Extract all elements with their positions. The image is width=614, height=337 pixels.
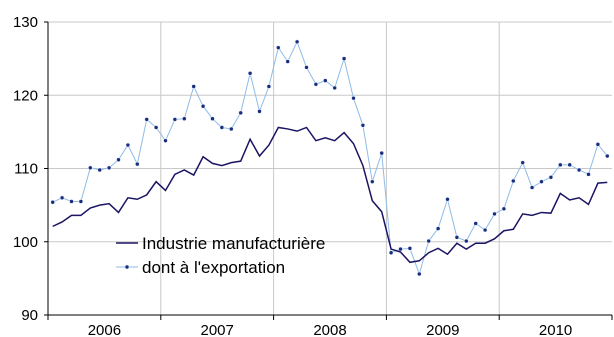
series-layer xyxy=(50,39,610,277)
data-point-exportation xyxy=(59,195,65,201)
data-point-exportation xyxy=(407,246,413,251)
data-point-exportation xyxy=(285,59,291,64)
data-point-exportation xyxy=(529,185,535,190)
x-tick-label-2007: 2007 xyxy=(201,322,234,337)
data-point-exportation xyxy=(379,150,385,156)
data-point-exportation xyxy=(88,165,93,171)
data-point-exportation xyxy=(247,70,253,76)
data-point-exportation xyxy=(360,122,366,128)
data-point-exportation xyxy=(210,116,215,121)
data-point-exportation xyxy=(604,153,610,159)
data-point-exportation xyxy=(576,167,582,173)
data-point-exportation xyxy=(135,161,140,167)
data-point-exportation xyxy=(332,85,338,91)
data-point-exportation xyxy=(266,84,272,89)
data-point-exportation xyxy=(313,81,319,87)
data-point-exportation xyxy=(463,238,469,244)
data-point-exportation xyxy=(369,179,375,184)
data-point-exportation xyxy=(520,160,526,165)
data-point-exportation xyxy=(473,221,479,226)
data-point-exportation xyxy=(294,39,300,45)
legend-label-industrie: Industrie manufacturière xyxy=(142,234,325,253)
data-point-exportation xyxy=(435,226,441,231)
y-tick-label-110: 110 xyxy=(14,161,38,178)
series-line-exportation xyxy=(52,40,608,276)
data-point-exportation xyxy=(426,238,432,244)
data-point-exportation xyxy=(191,84,196,89)
data-point-exportation xyxy=(586,172,591,177)
data-point-exportation xyxy=(219,125,225,130)
data-point-exportation xyxy=(238,110,243,116)
y-tick-label-120: 120 xyxy=(13,87,38,104)
data-point-exportation xyxy=(97,167,102,173)
data-point-exportation xyxy=(567,162,573,168)
data-point-exportation xyxy=(482,227,488,233)
x-tick-label-2009: 2009 xyxy=(426,322,459,337)
data-point-exportation xyxy=(322,78,328,83)
data-point-exportation xyxy=(416,271,422,277)
data-point-exportation xyxy=(116,157,121,163)
legend-label-exportation: dont à l'exportation xyxy=(142,258,285,277)
data-point-exportation xyxy=(153,125,159,130)
grid xyxy=(48,21,612,315)
data-point-exportation xyxy=(125,142,131,148)
axes: 90 100 110 120 130 2006 2007 2008 2009 2010 xyxy=(13,14,613,337)
data-point-exportation xyxy=(492,211,497,217)
y-tick-label-90: 90 xyxy=(21,307,38,324)
data-point-exportation xyxy=(182,116,187,121)
data-point-exportation xyxy=(106,165,112,171)
y-tick-label-130: 130 xyxy=(13,14,38,31)
data-point-exportation xyxy=(275,45,281,50)
data-point-exportation xyxy=(78,199,84,204)
series-line-industrie xyxy=(52,126,608,264)
x-tick-label-2008: 2008 xyxy=(313,322,346,337)
x-tick-label-2006: 2006 xyxy=(88,322,121,337)
data-point-exportation xyxy=(445,196,450,202)
data-point-exportation xyxy=(539,179,544,184)
data-point-exportation xyxy=(595,142,601,147)
data-point-exportation xyxy=(501,206,507,212)
data-point-exportation xyxy=(144,117,149,122)
data-point-exportation xyxy=(557,162,563,168)
data-point-exportation xyxy=(69,199,74,204)
data-point-exportation xyxy=(50,199,56,205)
x-tick-label-2010: 2010 xyxy=(539,322,572,337)
data-point-exportation xyxy=(163,138,168,143)
data-point-exportation xyxy=(510,178,516,184)
data-point-exportation xyxy=(548,174,554,180)
y-tick-label-100: 100 xyxy=(13,234,38,251)
data-point-exportation xyxy=(341,56,347,61)
data-point-exportation xyxy=(351,95,356,101)
data-point-exportation xyxy=(200,103,206,109)
data-point-exportation xyxy=(229,126,234,132)
data-point-exportation xyxy=(304,65,309,70)
data-point-exportation xyxy=(172,117,178,122)
data-point-exportation xyxy=(388,250,394,256)
data-point-exportation xyxy=(257,109,262,114)
data-point-exportation xyxy=(398,246,403,252)
data-point-exportation xyxy=(454,235,460,240)
legend-marker-exportation xyxy=(124,264,130,270)
legend: Industrie manufacturière dont à l'export… xyxy=(116,234,325,277)
